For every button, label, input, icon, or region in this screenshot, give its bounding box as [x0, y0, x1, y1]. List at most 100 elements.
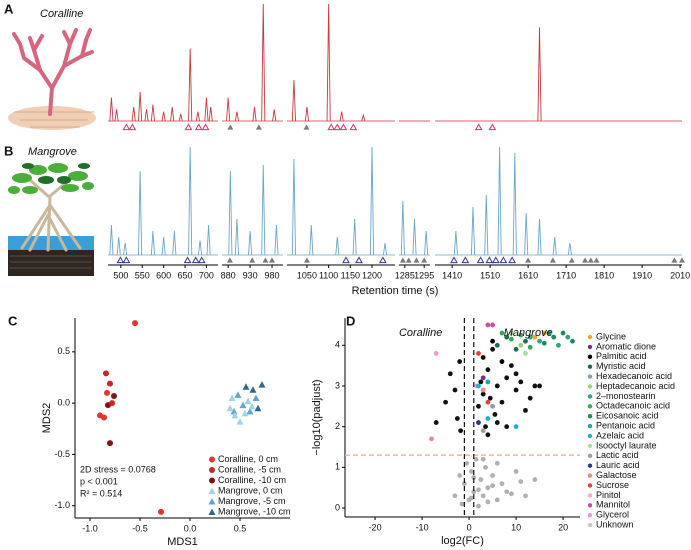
point [537, 338, 542, 344]
peak [352, 218, 357, 256]
legend-key [208, 498, 216, 505]
legend-label: Coralline, -5 cm [218, 464, 281, 474]
point [499, 481, 505, 487]
point [504, 334, 510, 340]
point [485, 432, 491, 438]
point [249, 386, 257, 393]
open-marker [128, 123, 137, 131]
point [433, 420, 439, 425]
open-marker [327, 123, 336, 131]
y-tick-label: 1 [335, 462, 340, 472]
point [532, 383, 538, 389]
peak [326, 3, 331, 122]
x-tick-label: 0 [467, 522, 472, 532]
x-tick-label: -10 [416, 522, 429, 532]
illustration-shape [61, 184, 79, 192]
open-marker [184, 123, 193, 131]
point [452, 387, 458, 393]
peak [172, 230, 177, 256]
filled-marker [269, 257, 276, 263]
legend-key [587, 354, 593, 359]
point [532, 334, 538, 340]
x-tick-label: -0.5 [132, 523, 148, 533]
point [490, 338, 495, 344]
x-tick-label: 1710 [556, 270, 576, 280]
point [228, 394, 236, 401]
open-marker [191, 256, 200, 264]
y-tick-label: 0.0 [57, 398, 70, 408]
point [476, 383, 481, 389]
peak [261, 164, 266, 256]
peak [524, 212, 529, 256]
legend-label: Coralline, 0 cm [218, 454, 278, 464]
point [494, 383, 500, 389]
peak [412, 218, 417, 256]
point [485, 499, 491, 505]
illustration-shape [38, 176, 54, 184]
legend-key [587, 453, 593, 458]
point [480, 493, 486, 499]
legend-key [209, 456, 215, 463]
legend-label: Mangrove, 0 cm [218, 485, 283, 495]
point [513, 346, 519, 352]
open-marker [488, 123, 497, 131]
panel-label: C [8, 313, 18, 328]
point [252, 394, 260, 401]
peak [195, 111, 200, 122]
peak [252, 106, 257, 122]
legend-label: Pentanoic acid [596, 420, 655, 430]
illustration-shape [78, 163, 90, 169]
illustration-shape [10, 255, 92, 269]
point [480, 391, 486, 397]
peak [304, 106, 309, 122]
point [494, 420, 500, 425]
y-tick-label: 4 [335, 340, 340, 350]
peak [424, 230, 429, 256]
point [483, 464, 488, 470]
point [473, 456, 479, 462]
sample-label: Coralline [40, 8, 83, 20]
peak [228, 170, 233, 256]
point [504, 489, 510, 495]
point [241, 409, 249, 417]
illustration-shape [18, 42, 42, 72]
point [523, 351, 528, 356]
point [471, 475, 477, 480]
point [485, 485, 491, 491]
open-marker [476, 256, 485, 264]
legend-label: Aromatic dione [596, 341, 656, 351]
illustration-shape [29, 165, 47, 175]
point [480, 387, 486, 393]
point [464, 460, 470, 466]
point [239, 401, 247, 409]
legend-label: Eicosanoic acid [596, 411, 659, 421]
peak [109, 224, 114, 256]
legend-key [587, 433, 593, 439]
point [461, 481, 467, 487]
legend-label: Pinitol [596, 490, 621, 500]
point [513, 424, 519, 430]
point [537, 383, 542, 389]
illustration-shape [12, 173, 32, 183]
point [234, 391, 242, 398]
point [487, 395, 493, 401]
x-tick-label: 880 [221, 270, 236, 280]
filled-marker [303, 124, 310, 130]
open-marker [461, 256, 470, 264]
legend-key [587, 364, 593, 369]
point [476, 403, 481, 409]
x-tick-label: 20 [558, 522, 568, 532]
open-marker [122, 256, 131, 264]
point [490, 322, 495, 328]
point [523, 493, 528, 499]
panel-label: A [4, 1, 14, 16]
filled-marker [262, 257, 269, 263]
point [107, 380, 113, 387]
y-axis-label: −log10(padjust) [311, 379, 323, 455]
legend-label: Lactic acid [596, 450, 639, 460]
legend-label: Octadecanoic acid [596, 401, 670, 411]
peak [234, 111, 239, 122]
filled-marker [255, 124, 262, 130]
legend-label: Palmitic acid [596, 351, 647, 361]
